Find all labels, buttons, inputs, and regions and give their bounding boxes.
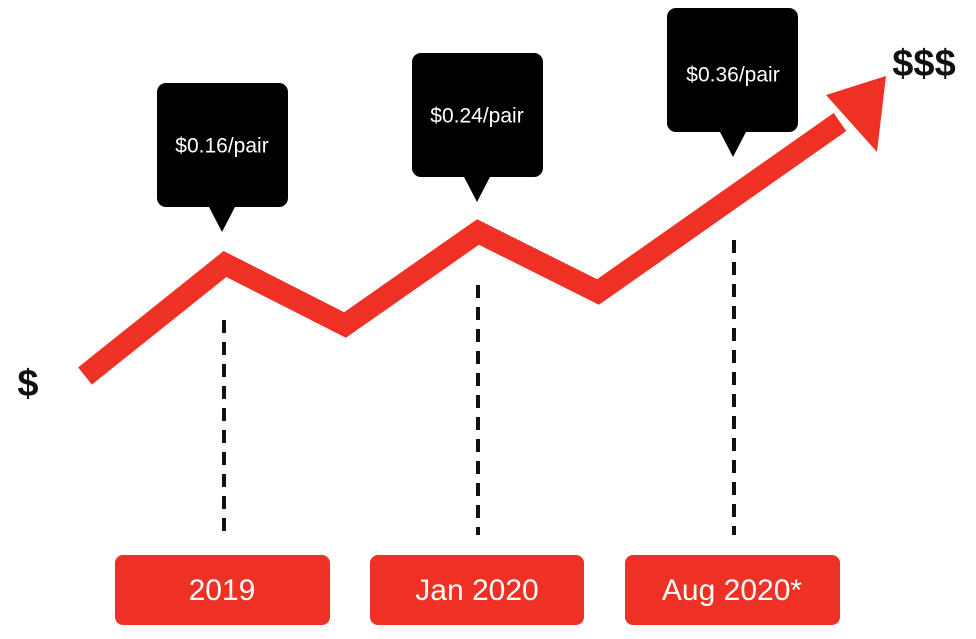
callout: $0.36/pair	[667, 8, 798, 157]
period-label: Aug 2020*	[662, 574, 802, 607]
period-label: 2019	[189, 574, 256, 607]
callout: $0.24/pair	[412, 53, 543, 202]
price-label: $0.36/pair	[686, 64, 779, 87]
period-label: Jan 2020	[415, 574, 538, 607]
callout: $0.16/pair	[157, 83, 288, 232]
low-label: $	[17, 363, 38, 405]
high-label: $$$	[892, 43, 955, 85]
trend-line	[78, 112, 847, 385]
period-box: Aug 2020*	[625, 555, 840, 625]
price-label: $0.24/pair	[430, 105, 523, 128]
price-label: $0.16/pair	[175, 135, 268, 158]
period-box: 2019	[115, 555, 330, 625]
period-box: Jan 2020	[370, 555, 584, 625]
trend-arrowhead	[826, 76, 886, 152]
dashed-guides	[222, 240, 736, 535]
